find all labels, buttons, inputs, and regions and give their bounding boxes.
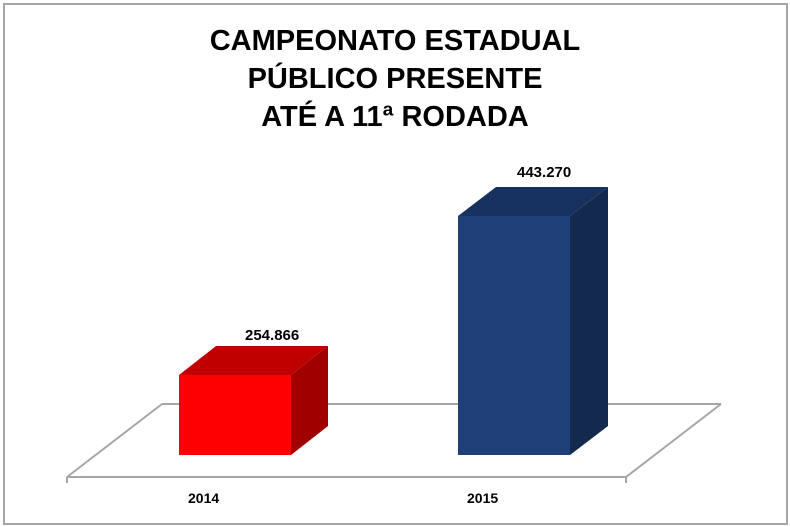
title-line-3: ATÉ A 11ª RODADA — [261, 101, 529, 133]
title-line-2: PÚBLICO PRESENTE — [247, 63, 543, 95]
bar-2014-top — [179, 346, 328, 375]
bar-2015 — [458, 187, 608, 455]
bar-2015-side — [570, 187, 608, 455]
chart-frame — [3, 3, 788, 525]
bar-2014 — [179, 346, 328, 455]
bar-2015-top — [458, 187, 608, 216]
title-line-1: CAMPEONATO ESTADUAL — [209, 25, 581, 57]
data-label-2014: 254.866 — [245, 327, 300, 344]
bar-2015-front — [458, 216, 570, 455]
category-label-2015: 2015 — [467, 490, 499, 506]
category-label-2014: 2014 — [188, 490, 220, 506]
bar-2014-front — [179, 375, 291, 455]
chart-title: CAMPEONATO ESTADUAL PÚBLICO PRESENTE ATÉ… — [0, 22, 790, 136]
bar-2014-side — [291, 346, 328, 455]
data-label-2015: 443.270 — [517, 164, 572, 181]
chart-floor — [66, 403, 722, 483]
